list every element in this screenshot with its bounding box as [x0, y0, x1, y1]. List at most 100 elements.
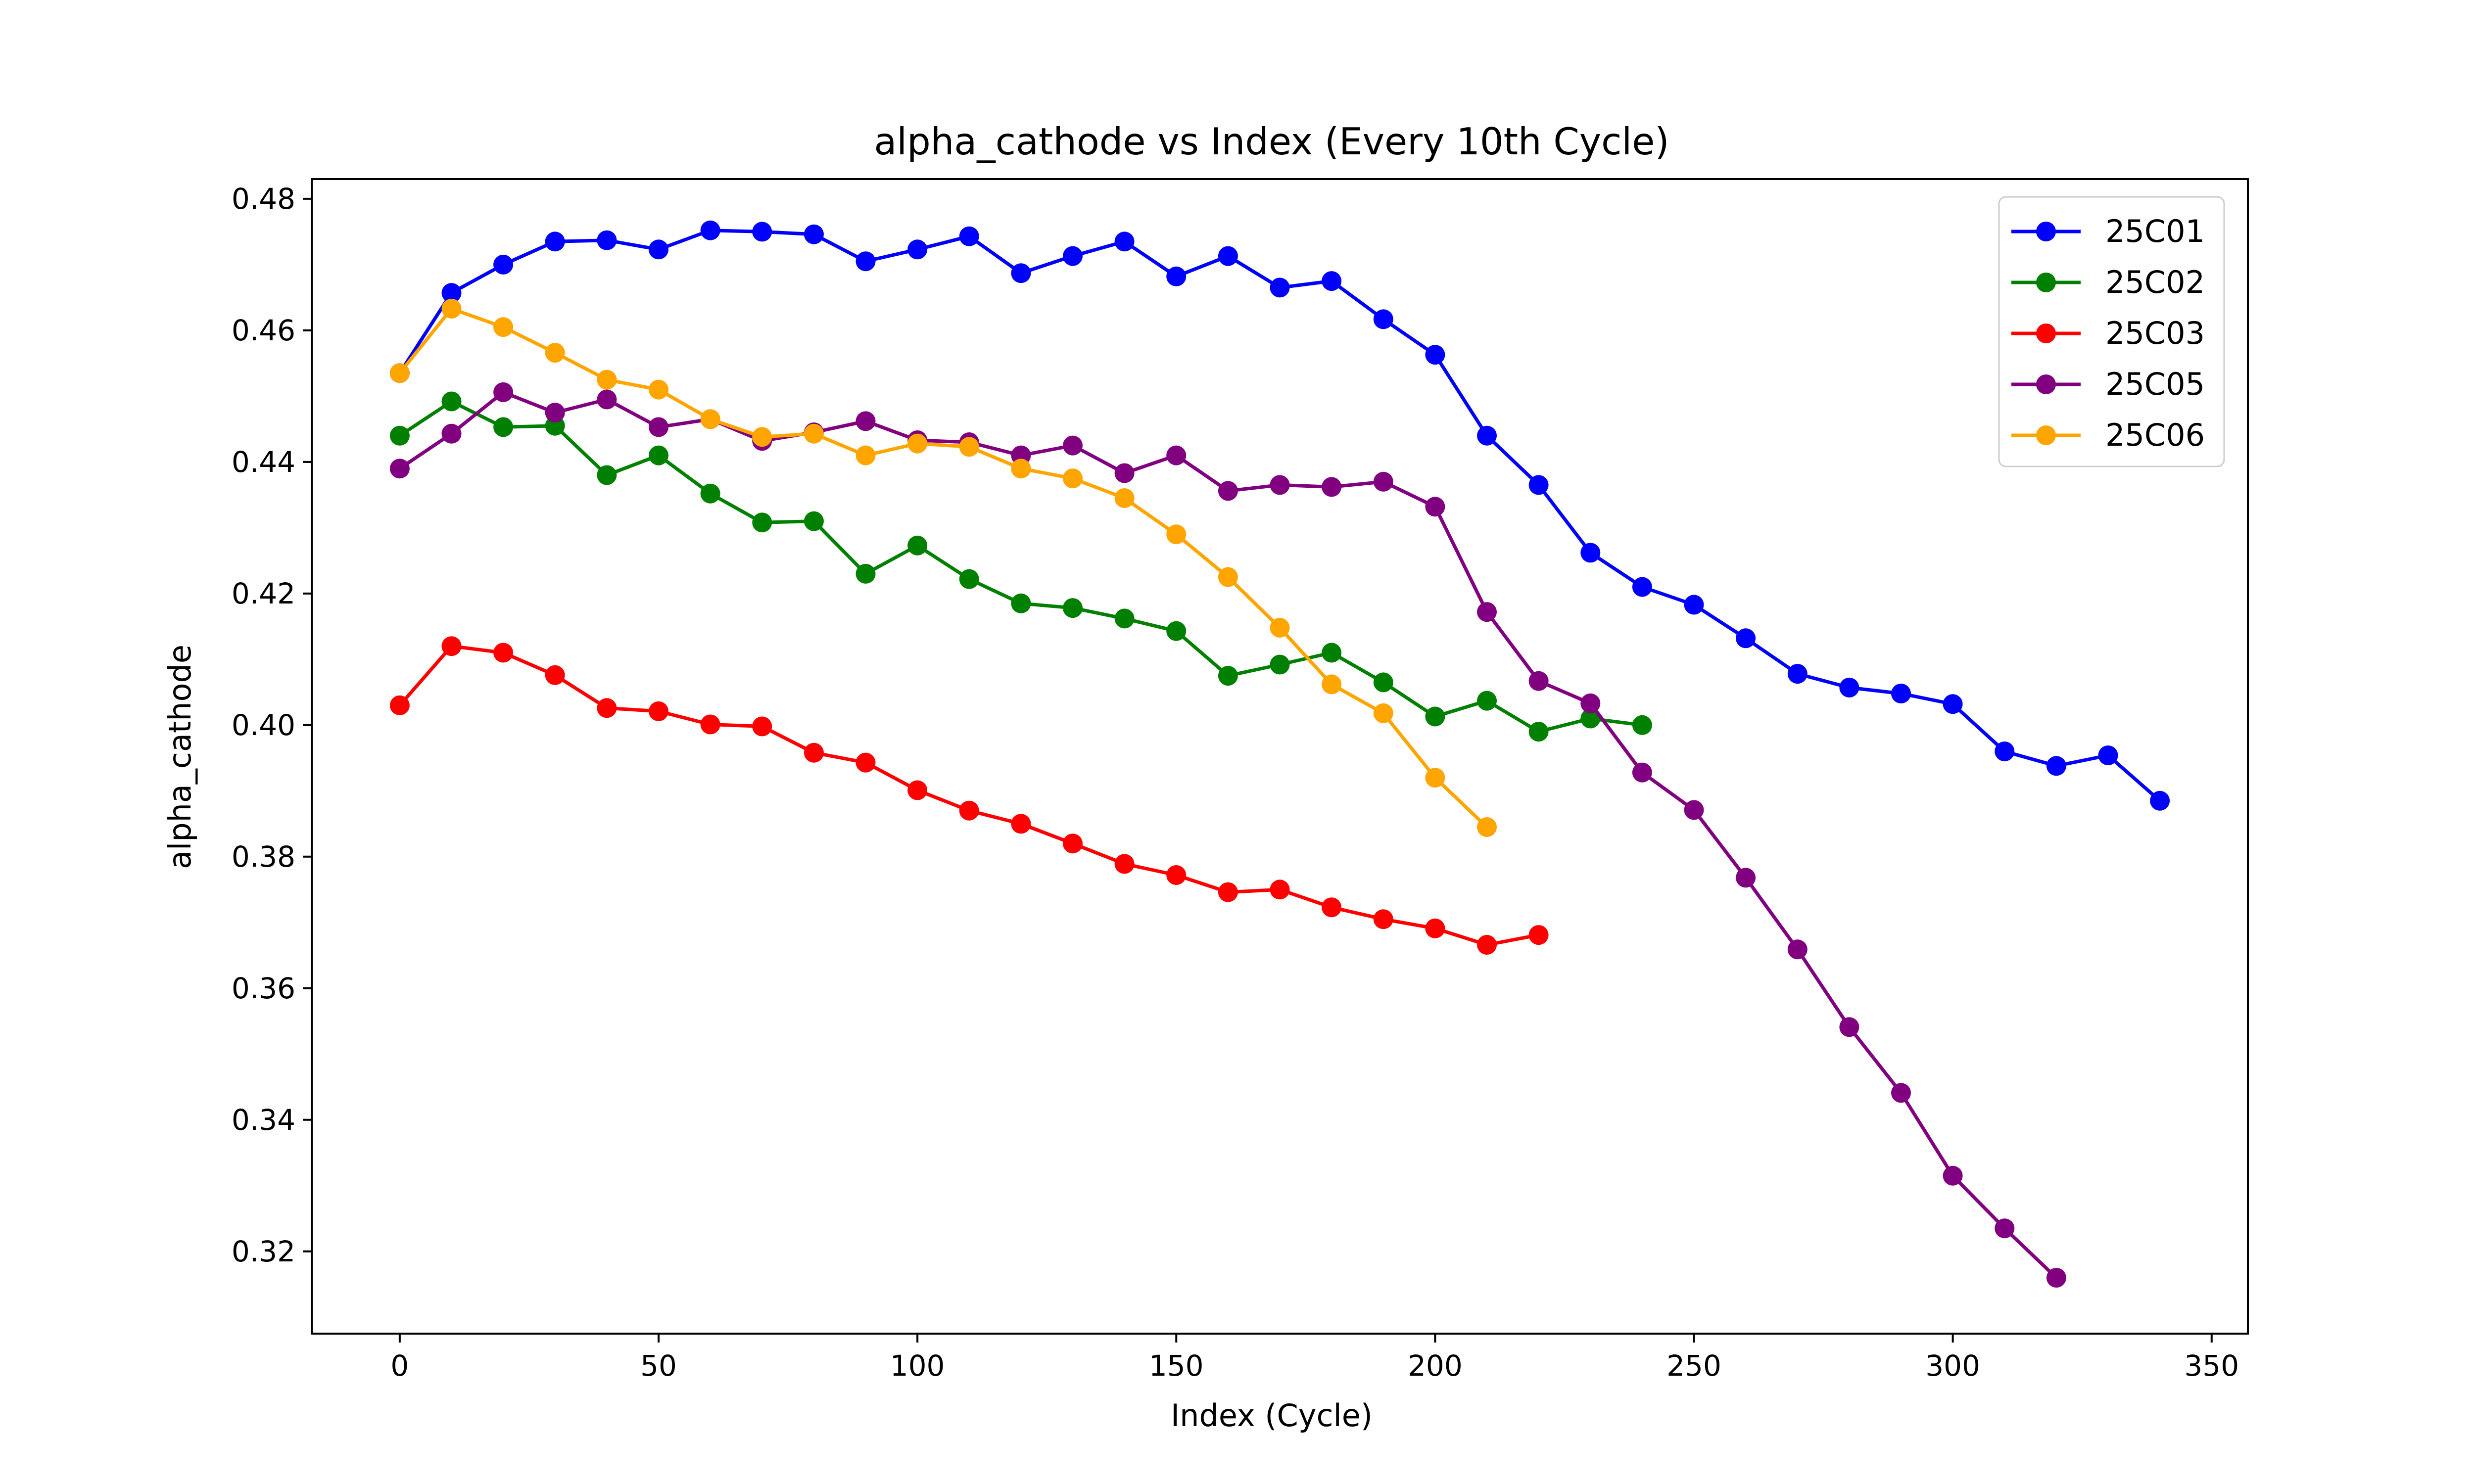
plot-frame [311, 178, 2249, 1335]
x-tick-label: 350 [2184, 1349, 2239, 1383]
data-point [441, 283, 462, 303]
data-point [1477, 817, 1497, 837]
data-point [649, 379, 668, 400]
data-point [1114, 488, 1135, 508]
series-25C01 [389, 220, 2170, 811]
data-point [1839, 678, 1859, 697]
x-tick-label: 150 [1149, 1349, 1204, 1383]
data-point [856, 563, 876, 584]
data-point [1114, 854, 1135, 874]
data-point [1425, 345, 1445, 365]
data-point [1166, 865, 1187, 885]
series-25C06 [389, 299, 1497, 837]
data-point [1580, 708, 1601, 729]
data-point [441, 391, 462, 412]
legend-item: 25C02 [2011, 264, 2205, 300]
data-point [1322, 477, 1342, 497]
legend-label: 25C05 [2105, 366, 2205, 402]
y-tick-label: 0.46 [232, 314, 295, 347]
data-point [959, 226, 979, 246]
x-tick-label: 200 [1408, 1349, 1463, 1383]
y-tick-label: 0.40 [232, 708, 295, 742]
x-tick-label: 0 [390, 1349, 409, 1383]
data-point [1373, 672, 1393, 693]
data-point [959, 569, 979, 589]
data-point [1011, 593, 1031, 613]
data-point [907, 780, 928, 800]
data-point [1684, 595, 1704, 615]
data-point [752, 222, 772, 242]
legend-marker [2036, 273, 2056, 292]
data-point [804, 224, 824, 244]
data-point [1218, 481, 1238, 501]
data-point [856, 445, 876, 465]
x-tick-label: 300 [1925, 1349, 1980, 1383]
data-point [959, 437, 979, 457]
data-point [597, 389, 617, 410]
data-point [1218, 246, 1238, 266]
data-point [441, 299, 462, 319]
data-point [1528, 925, 1549, 945]
data-point [1011, 263, 1031, 283]
data-point [856, 411, 876, 431]
data-point [545, 232, 565, 252]
data-point [2150, 790, 2170, 811]
data-point [1114, 232, 1135, 252]
plot-area [389, 220, 2170, 1288]
data-point [389, 695, 410, 715]
data-point [1477, 691, 1497, 711]
data-point [1891, 684, 1911, 703]
data-point [1114, 463, 1135, 483]
data-point [1632, 577, 1652, 597]
data-point [907, 433, 928, 454]
data-point [389, 459, 410, 479]
data-point [700, 714, 720, 735]
series-25C03 [389, 636, 1549, 955]
data-point [1373, 703, 1393, 723]
data-point [1528, 671, 1549, 691]
legend-marker [2036, 425, 2056, 445]
data-point [1477, 602, 1497, 622]
data-point [649, 445, 668, 465]
data-point [2098, 745, 2118, 765]
series-line-25C03 [398, 644, 1539, 947]
legend: 25C01 25C02 25C03 25C05 25C06 [1998, 196, 2225, 467]
data-point [493, 254, 514, 275]
legend-item: 25C01 [2011, 213, 2205, 249]
data-point [959, 800, 979, 821]
legend-label: 25C02 [2105, 264, 2205, 300]
data-point [1270, 654, 1290, 675]
data-point [1166, 524, 1187, 545]
data-point [1477, 425, 1497, 446]
data-point [493, 382, 514, 402]
data-point [752, 512, 772, 533]
legend-marker [2036, 222, 2056, 241]
data-point [1063, 246, 1083, 266]
data-point [1322, 897, 1342, 918]
legend-item: 25C06 [2011, 417, 2205, 453]
x-tick-label: 100 [890, 1349, 945, 1383]
data-point [649, 239, 668, 260]
data-point [1063, 435, 1083, 456]
legend-item: 25C05 [2011, 366, 2205, 402]
data-point [649, 701, 668, 721]
data-point [1270, 880, 1290, 900]
x-tick-label: 250 [1666, 1349, 1721, 1383]
data-point [1580, 693, 1601, 713]
y-tick-label: 0.34 [232, 1103, 295, 1137]
data-point [493, 643, 514, 663]
data-point [1373, 309, 1393, 329]
data-point [1322, 643, 1342, 663]
data-point [700, 483, 720, 504]
data-point [1736, 868, 1756, 888]
data-point [1270, 475, 1290, 495]
data-point [1995, 742, 2015, 761]
y-tick-label: 0.32 [232, 1235, 295, 1268]
data-point [1218, 666, 1238, 686]
data-point [493, 417, 514, 437]
y-tick-label: 0.38 [232, 840, 295, 874]
legend-marker [2036, 324, 2056, 343]
data-point [1270, 278, 1290, 298]
data-point [597, 370, 617, 390]
